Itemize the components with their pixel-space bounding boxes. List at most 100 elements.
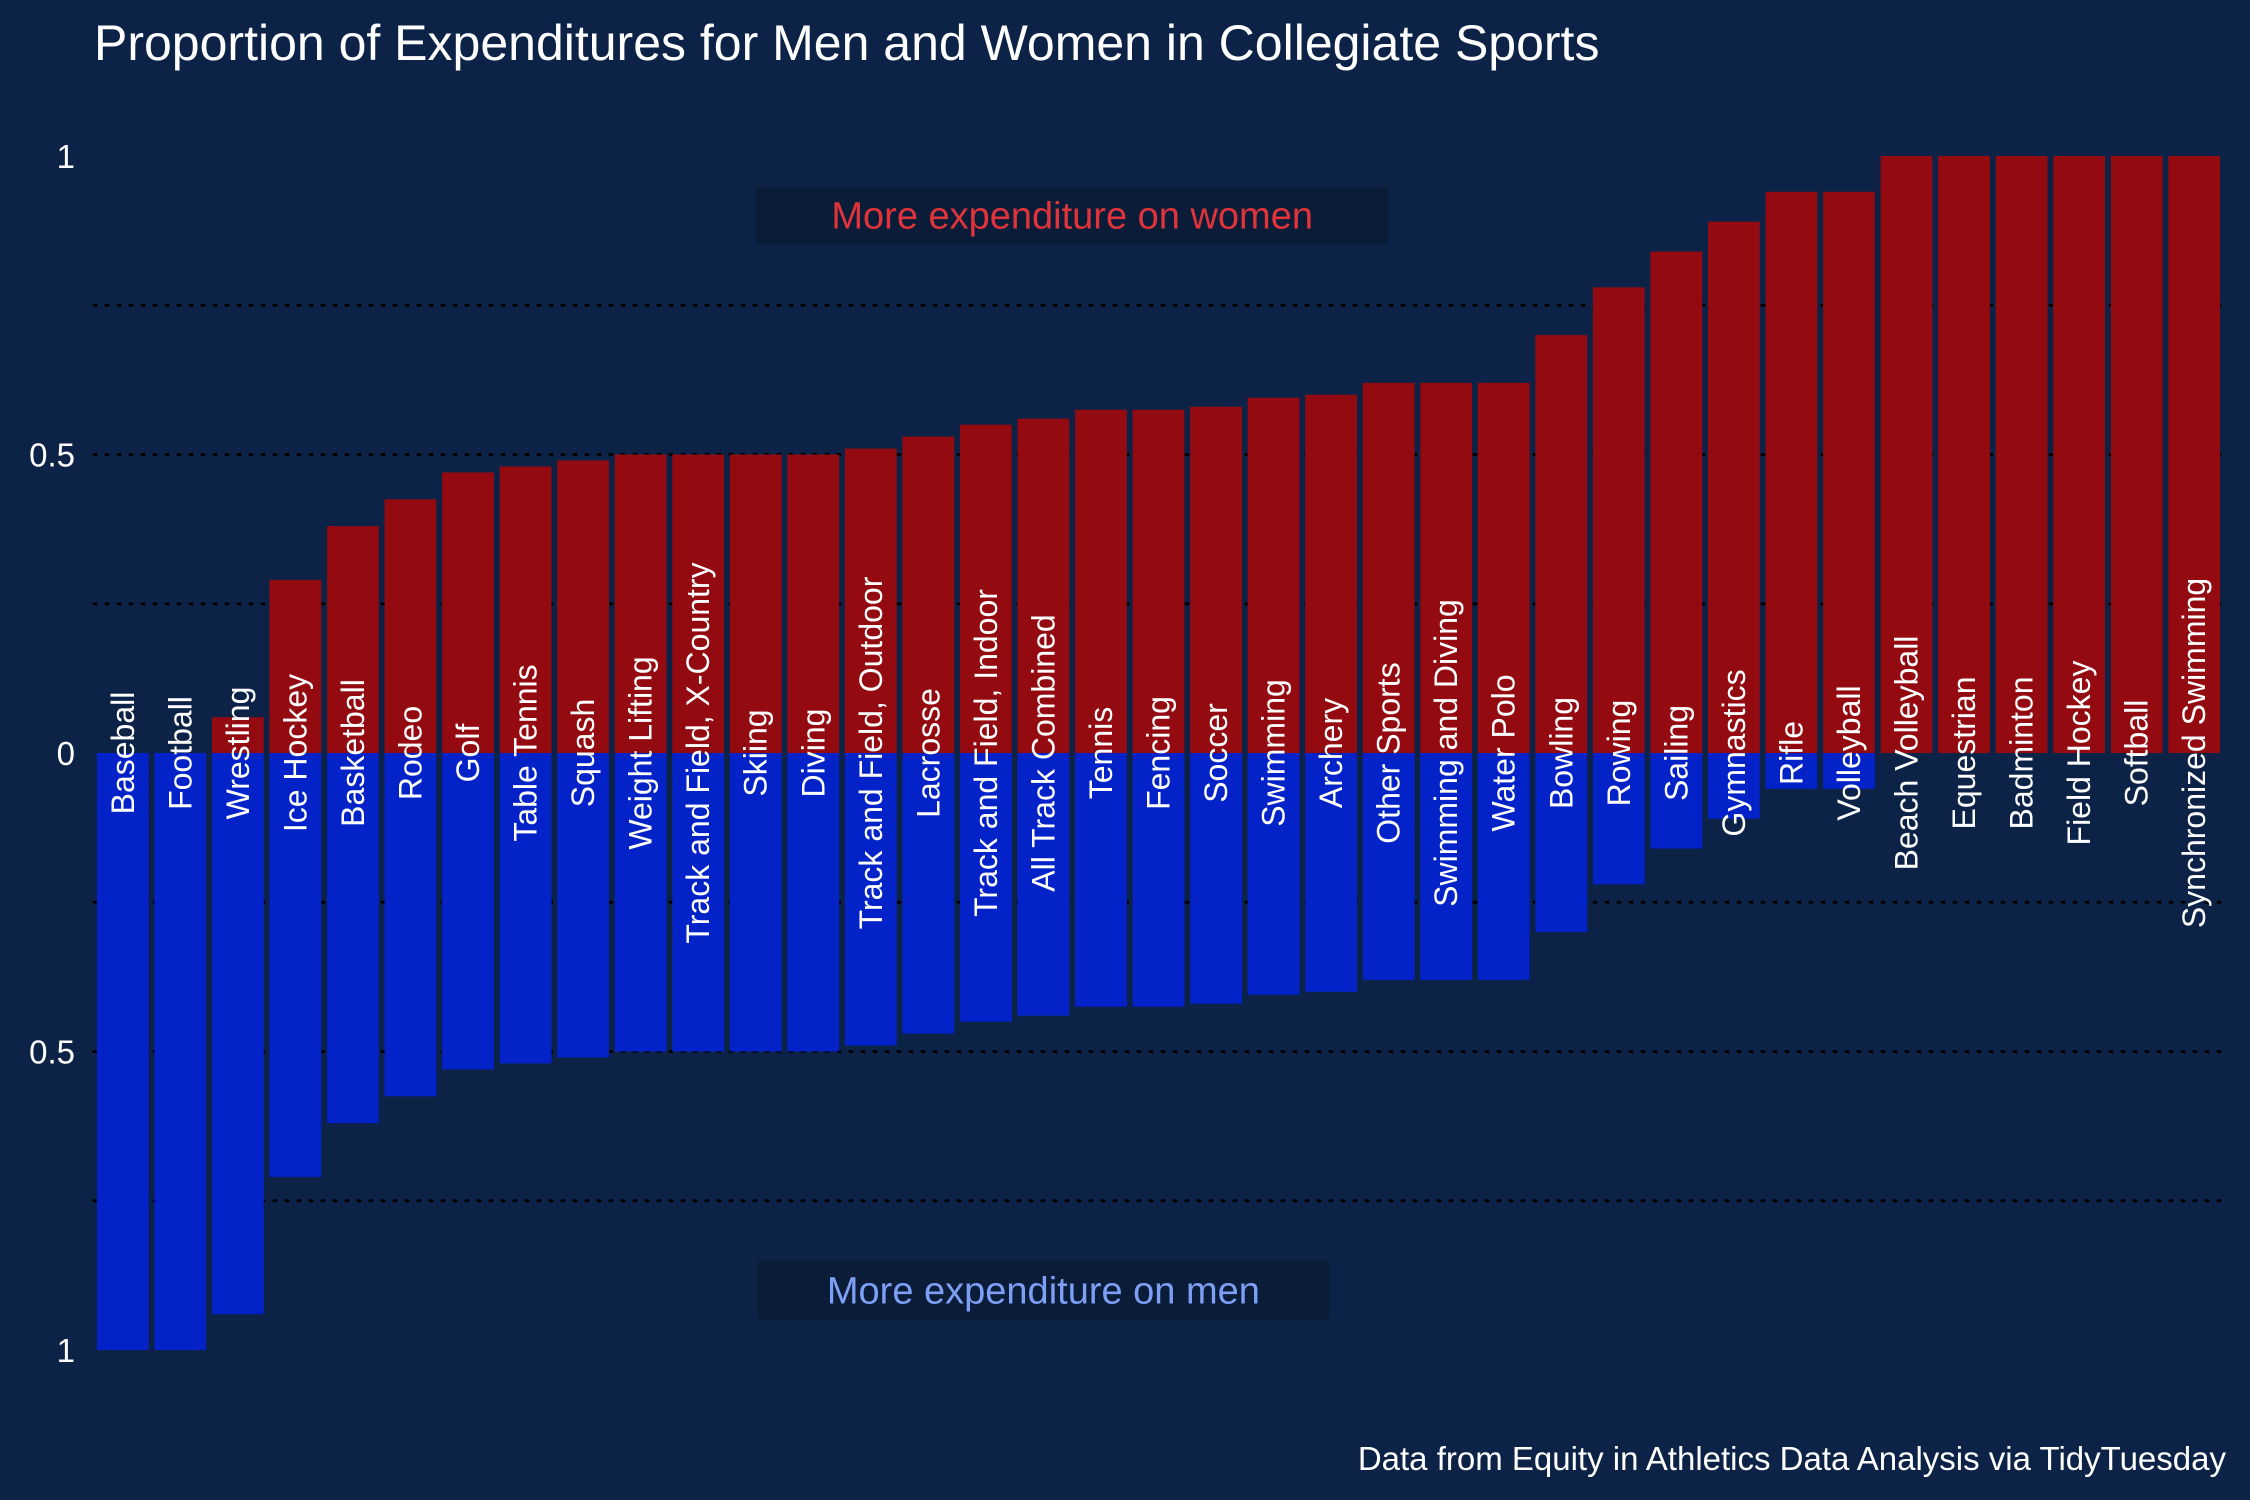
bar-men [844,753,897,1046]
bar-women [672,454,725,753]
y-tick-label: 0.5 [29,1034,75,1071]
category-label: Bowling [1543,697,1579,809]
bar-men [1017,753,1070,1016]
bar-women [1650,251,1703,753]
category-label: Rifle [1773,721,1809,785]
bar-men [1592,753,1645,885]
bar-women [1420,382,1473,753]
category-label: All Track Combined [1025,614,1061,891]
category-label: Diving [795,709,831,798]
bar-men [1075,753,1127,1007]
y-tick-label: 0.5 [29,437,75,474]
category-label: Rowing [1601,700,1637,807]
bar-men [1305,753,1358,992]
bar-men [614,753,667,1052]
y-axis-ticks: 1 0.5 0 0.5 1 [29,138,75,1369]
category-label: Track and Field, X-Country [680,562,716,943]
category-label: Squash [565,699,601,808]
bar-men [1823,753,1875,789]
annotations: More expenditure on women More expenditur… [756,186,1389,1320]
category-label: Rodeo [392,706,428,800]
bar-men [154,753,207,1350]
category-label: Table Tennis [508,664,544,841]
bar-men [211,753,264,1315]
bar-men [787,753,840,1052]
bar-men [959,753,1012,1022]
bar-women [442,472,494,753]
bar-women [1190,406,1242,753]
bar-women [269,579,322,753]
bar-men [499,753,552,1064]
annotation-label: More expenditure on men [827,1270,1260,1312]
bar-women [1880,156,1933,753]
y-tick-label: 1 [57,1332,75,1369]
category-label: Football [162,696,198,810]
y-tick-label: 1 [57,138,75,175]
bar-women [2110,156,2163,753]
category-label: Swimming and Diving [1428,599,1464,907]
bar-women [557,460,609,753]
category-label: Swimming [1256,679,1292,827]
bar-women [1247,397,1300,753]
category-label: Tennis [1083,707,1119,800]
bar-men [384,753,437,1097]
category-label: Lacrosse [910,688,946,818]
category-label: Archery [1313,698,1349,808]
bar-women [2168,156,2221,753]
bar-women [729,454,782,753]
category-label: Gymnastics [1716,669,1752,836]
bar-women [1535,335,1588,753]
category-label: Equestrian [1946,677,1982,830]
bar-women [1132,409,1185,753]
category-label: Soccer [1198,703,1234,803]
category-label: Weight Lifting [623,656,659,849]
category-label: Wrestling [220,687,256,820]
y-tick-label: 0 [57,735,75,772]
annotation-label: More expenditure on women [831,196,1313,238]
bar-men [1708,753,1760,819]
bar-men [1132,753,1185,1007]
bar-men [442,753,494,1070]
annotation-box [757,1261,1330,1320]
bar-men [1535,753,1588,933]
category-label: Other Sports [1371,662,1407,843]
bar-women [902,436,955,753]
bar-men [672,753,725,1052]
bar-men [557,753,609,1058]
bar-women [327,526,379,753]
annotation-box [756,186,1389,245]
bar-women [959,424,1012,753]
category-label: Sailing [1658,705,1694,801]
category-label: Basketball [335,679,371,827]
bar-women [1362,382,1415,753]
category-label: Track and Field, Indoor [968,589,1004,917]
category-label: Golf [450,724,486,783]
bar-men [1650,753,1703,849]
bar-men [1477,753,1530,980]
bar-women [1075,409,1127,753]
bar-women [787,454,840,753]
chart-title: Proportion of Expenditures for Men and W… [94,15,1599,71]
category-label: Synchronized Swimming [2176,578,2212,928]
bar-women [1477,382,1530,753]
bars [96,156,2221,1350]
category-label: Ice Hockey [277,674,313,832]
chart-caption: Data from Equity in Athletics Data Analy… [1358,1440,2227,1477]
bar-men [1362,753,1415,980]
bar-women [384,499,437,753]
bar-women [1305,394,1358,753]
bar-men [1420,753,1473,980]
category-labels: Baseball Football Wrestling Ice Hockey Baske… [105,562,2212,943]
bar-women [1592,287,1645,753]
bar-women [499,466,552,753]
bar-men [729,753,782,1052]
bar-men [327,753,379,1124]
bar-men [902,753,955,1034]
category-label: Badminton [2004,677,2040,830]
bar-men [1190,753,1242,1004]
category-label: Skiing [738,709,774,796]
bar-women [614,454,667,753]
category-label: Field Hockey [2061,661,2097,846]
bar-women [2053,156,2106,753]
